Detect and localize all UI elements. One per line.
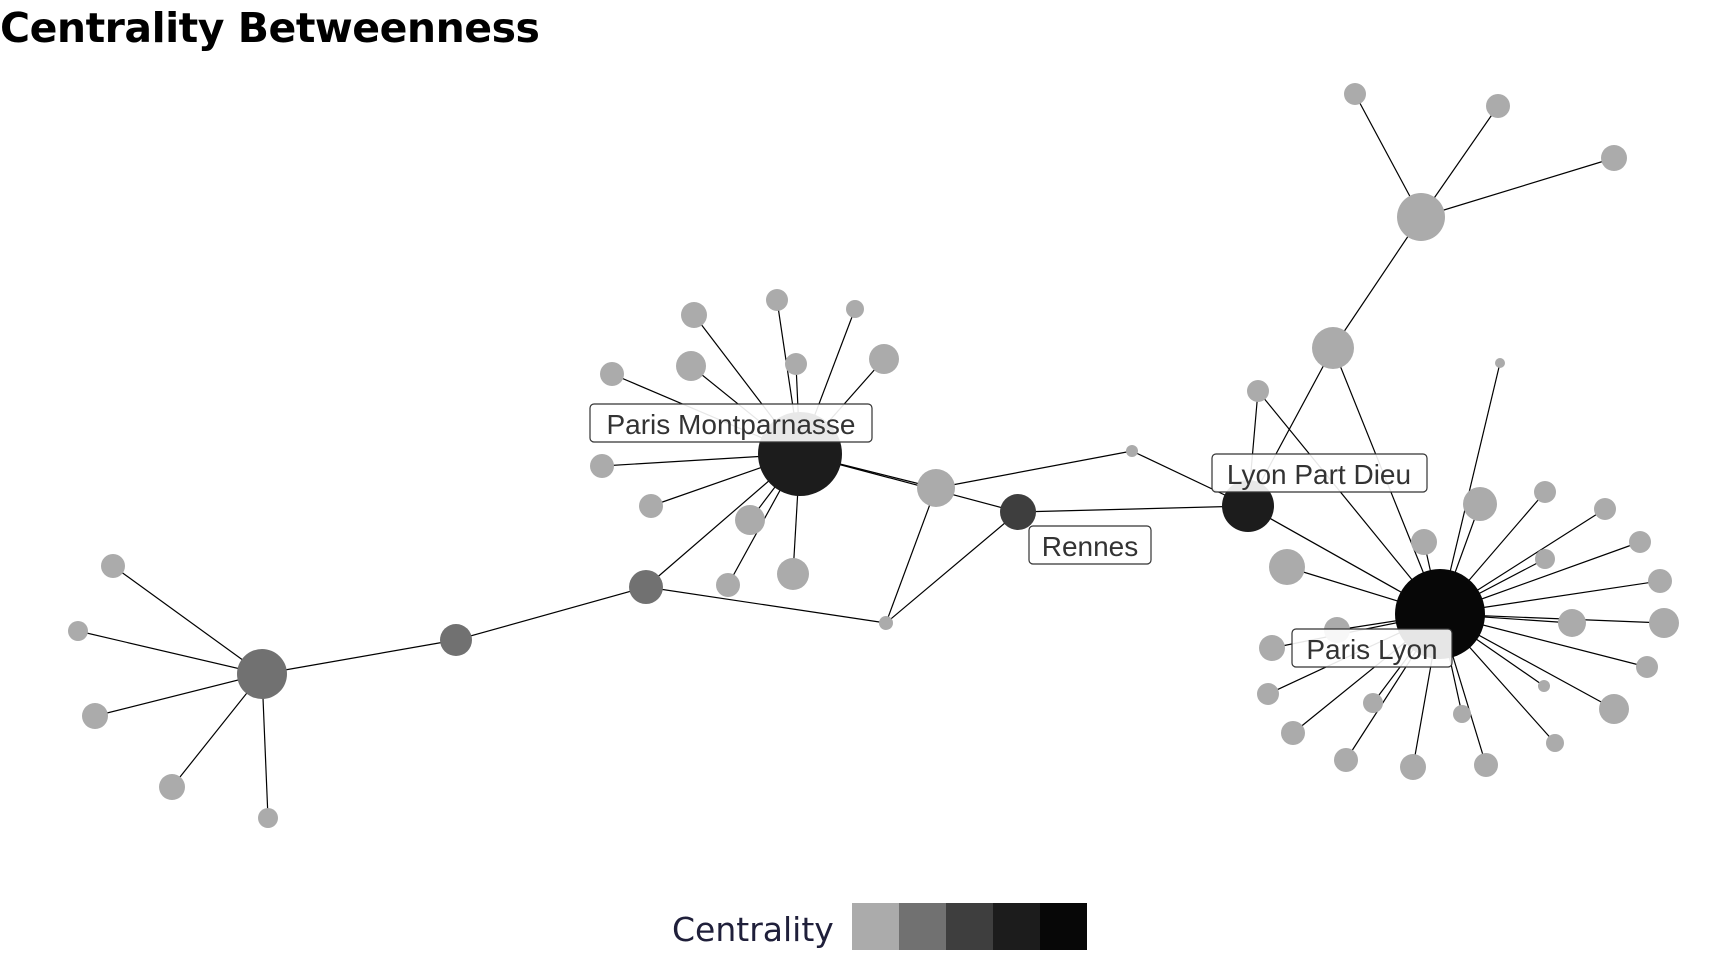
node-ne6 xyxy=(1247,380,1269,402)
node-leaf-w1-12 xyxy=(101,554,125,578)
edge-ne1-ne2 xyxy=(1332,216,1422,349)
node-leaf-pm-5 xyxy=(785,353,807,375)
legend-title: Centrality xyxy=(672,910,834,949)
edge-ne2-ne5 xyxy=(1420,157,1615,218)
node-leaf-pl-19 xyxy=(1463,487,1497,521)
node-ne2 xyxy=(1397,193,1445,241)
node-w3 xyxy=(629,570,663,604)
node-leaf-pm-2 xyxy=(846,300,864,318)
legend: Centrality xyxy=(672,903,1087,950)
edge-ren-lpd xyxy=(1017,505,1249,513)
node-leaf-pl-23 xyxy=(1629,531,1651,553)
label-rennes: Rennes xyxy=(1028,525,1152,565)
legend-swatches xyxy=(851,903,1087,950)
node-leaf-pl-26 xyxy=(1649,608,1679,638)
node-leaf-pl-38 xyxy=(1259,635,1285,661)
node-w2 xyxy=(440,624,472,656)
node-mid1 xyxy=(917,469,955,507)
legend-swatch-1 xyxy=(851,903,899,950)
node-leaf-w1-15 xyxy=(159,774,185,800)
node-leaf-pm-7 xyxy=(590,454,614,478)
node-leaf-pl-36 xyxy=(1281,721,1305,745)
node-ren xyxy=(1000,494,1036,530)
node-leaf-pm-9 xyxy=(735,505,765,535)
node-leaf-pl-33 xyxy=(1400,754,1426,780)
node-sm1 xyxy=(1126,445,1138,457)
node-leaf-pl-21 xyxy=(1535,549,1555,569)
legend-swatch-4 xyxy=(992,903,1040,950)
node-ne3 xyxy=(1344,83,1366,105)
node-lpd xyxy=(1222,480,1274,532)
node-leaf-pl-18 xyxy=(1411,529,1437,555)
node-sm2 xyxy=(879,616,893,630)
node-leaf-pl-17 xyxy=(1269,549,1305,585)
node-leaf-pl-27 xyxy=(1636,656,1658,678)
node-ne4 xyxy=(1486,94,1510,118)
node-w1 xyxy=(237,649,287,699)
edge-w3-sm2 xyxy=(645,586,887,624)
edge-sm2-ren xyxy=(885,511,1019,624)
node-leaf-pl-24 xyxy=(1648,569,1672,593)
edge-ne6-pl xyxy=(1257,390,1441,615)
edge-leaf-w1-13 xyxy=(77,630,263,675)
node-leaf-w1-13 xyxy=(68,621,88,641)
legend-swatch-3 xyxy=(945,903,993,950)
node-leaf-pl-37 xyxy=(1257,683,1279,705)
label-lyon-part-dieu-text: Lyon Part Dieu xyxy=(1227,459,1411,490)
node-leaf-pl-31 xyxy=(1474,753,1498,777)
node-leaf-pl-35 xyxy=(1363,693,1383,713)
edge-w2-w3 xyxy=(455,586,647,641)
edge-leaf-w1-14 xyxy=(94,673,263,717)
node-leaf-pl-34 xyxy=(1334,748,1358,772)
edge-leaf-w1-12 xyxy=(112,565,263,675)
label-paris-montparnasse-text: Paris Montparnasse xyxy=(606,409,855,440)
node-ne7 xyxy=(1495,358,1505,368)
node-ne5 xyxy=(1601,145,1627,171)
node-leaf-pl-29 xyxy=(1546,734,1564,752)
label-lyon-part-dieu: Lyon Part Dieu xyxy=(1211,453,1428,493)
node-leaf-pm-11 xyxy=(777,558,809,590)
nodes-layer xyxy=(68,83,1679,828)
node-ne1 xyxy=(1312,327,1354,369)
node-leaf-pl-25 xyxy=(1558,609,1586,637)
legend-swatch-2 xyxy=(898,903,946,950)
node-leaf-pm-1 xyxy=(766,289,788,311)
legend-swatch-5 xyxy=(1039,903,1087,950)
node-leaf-pl-22 xyxy=(1594,498,1616,520)
node-leaf-pl-30 xyxy=(1538,680,1550,692)
node-leaf-pl-32 xyxy=(1453,705,1471,723)
node-leaf-pm-4 xyxy=(676,351,706,381)
edge-w1-w2 xyxy=(261,639,457,675)
labels-layer: Paris Montparnasse Lyon Part Dieu Rennes… xyxy=(589,403,1453,668)
label-paris-lyon: Paris Lyon xyxy=(1291,628,1453,668)
node-leaf-pl-20 xyxy=(1534,481,1556,503)
node-leaf-pm-0 xyxy=(681,302,707,328)
label-paris-montparnasse: Paris Montparnasse xyxy=(589,403,873,443)
edge-mid1-sm2 xyxy=(885,487,937,624)
diagram-title: Centrality Betweenness xyxy=(0,4,540,52)
node-leaf-pm-6 xyxy=(869,344,899,374)
label-rennes-text: Rennes xyxy=(1042,531,1139,562)
node-leaf-pm-3 xyxy=(600,362,624,386)
node-leaf-w1-16 xyxy=(258,808,278,828)
node-leaf-pl-28 xyxy=(1599,694,1629,724)
label-paris-lyon-text: Paris Lyon xyxy=(1306,634,1437,665)
node-leaf-pm-8 xyxy=(639,494,663,518)
node-leaf-pm-10 xyxy=(716,573,740,597)
edge-mid1-sm1 xyxy=(935,450,1133,489)
node-leaf-w1-14 xyxy=(82,703,108,729)
